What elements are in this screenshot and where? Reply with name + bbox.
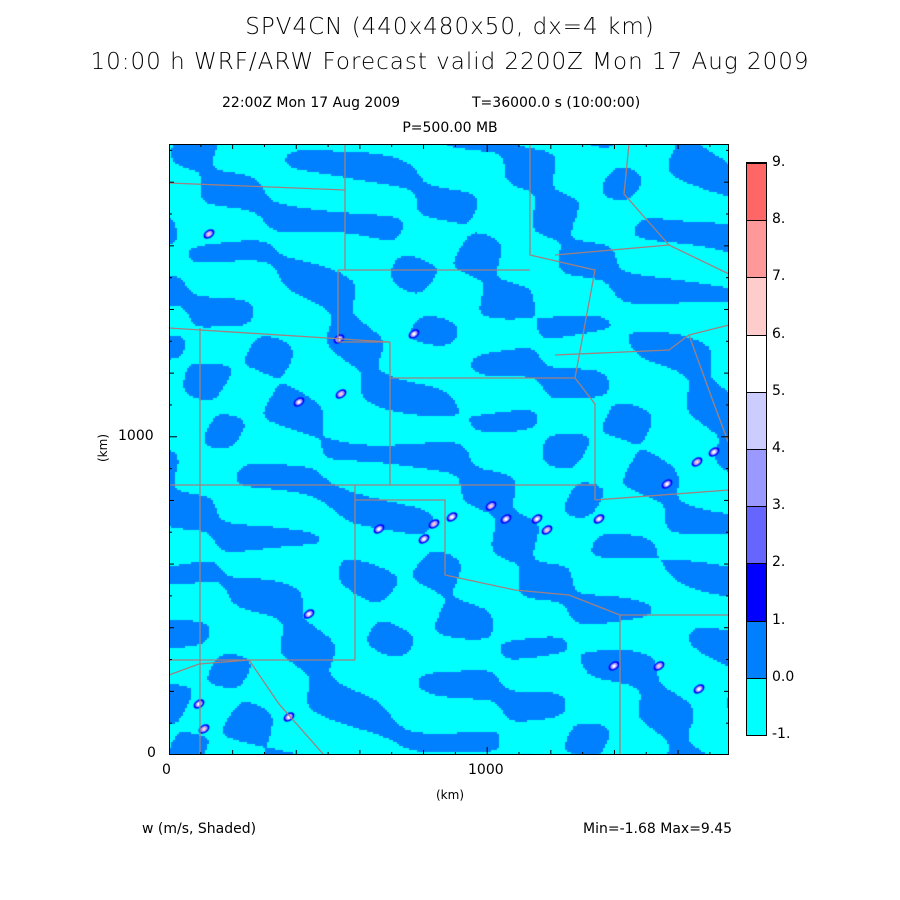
colorbar-level-label: 3. <box>772 497 786 514</box>
colorbar-level-label: 0.0 <box>772 668 795 685</box>
y-tick-label: 0 <box>147 745 156 761</box>
min-max-label: Min=-1.68 Max=9.45 <box>583 821 733 837</box>
colorbar-level-label: 9. <box>772 154 786 170</box>
x-tick-label: 0 <box>162 762 171 778</box>
colorbar-level-label: 8. <box>772 211 786 228</box>
colorbar-bin <box>747 334 766 392</box>
field-label: w (m/s, Shaded) <box>142 821 257 837</box>
state-border <box>337 270 390 343</box>
colorbar-level-label: 5. <box>772 382 786 399</box>
x-tick-label: 1000 <box>468 762 504 778</box>
colorbar-bin <box>747 277 766 335</box>
colorbar-level-label: 7. <box>772 268 786 285</box>
colorbar-bin <box>747 391 766 449</box>
w-field-shading <box>169 144 729 755</box>
colorbar-bin <box>747 677 766 735</box>
colorbar-bin <box>747 563 766 621</box>
colorbar-level-label: 6. <box>772 325 786 342</box>
state-border <box>554 324 729 356</box>
colorbar-level-label: 2. <box>772 554 786 571</box>
state-border <box>169 659 325 755</box>
state-border <box>529 144 596 379</box>
colorbar-bin <box>747 506 766 564</box>
y-tick-label: 1000 <box>118 428 154 444</box>
colorbar-bin <box>747 620 766 678</box>
colorbar-level-label: 1. <box>772 611 786 628</box>
colorbar-level-label: 4. <box>772 440 786 456</box>
state-border <box>355 499 621 616</box>
state-border <box>623 144 670 246</box>
pressure-level: P=500.00 MB <box>402 120 498 136</box>
valid-time: 22:00Z Mon 17 Aug 2009 <box>222 95 401 111</box>
colorbar <box>746 162 767 736</box>
title-line-1: SPV4CN (440x480x50, dx=4 km) <box>245 14 655 40</box>
state-border <box>574 377 596 500</box>
x-axis-label: (km) <box>436 788 465 802</box>
colorbar-level-label: -1. <box>772 726 791 742</box>
state-border <box>688 334 729 445</box>
colorbar-bin <box>747 163 766 221</box>
state-border <box>594 489 729 501</box>
y-axis-label: (km) <box>96 433 110 462</box>
colorbar-bin <box>747 449 766 507</box>
title-line-2: 10:00 h WRF/ARW Forecast valid 2200Z Mon… <box>90 49 810 75</box>
plot-frame <box>169 144 729 755</box>
state-border <box>169 182 346 191</box>
w-field-map <box>169 144 729 755</box>
elapsed-time: T=36000.0 s (10:00:00) <box>472 95 641 111</box>
state-borders <box>169 144 729 755</box>
state-border <box>169 327 391 343</box>
colorbar-bin <box>747 220 766 278</box>
